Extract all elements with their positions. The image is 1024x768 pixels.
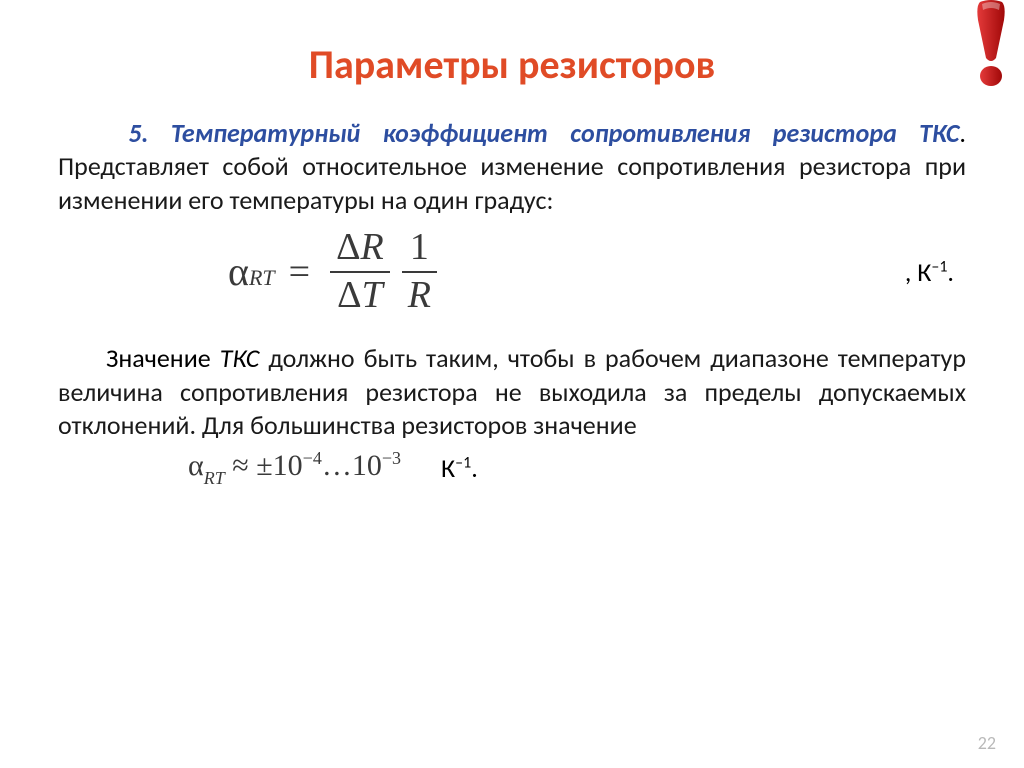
f1-sub: RT (249, 265, 275, 291)
term-sep: . (959, 117, 966, 149)
f1-frac2: 1 R (402, 227, 437, 317)
p2-tks: ТКС (220, 342, 260, 374)
f1-unit-dot: . (947, 256, 954, 288)
formula-1-row: α RT = ΔR ΔT 1 R , К–1. (58, 227, 966, 317)
f1-alpha: α (228, 248, 249, 295)
f1-frac1: ΔR ΔT (330, 227, 390, 317)
f1-1: 1 (404, 227, 435, 269)
f1-dt-delta: Δ (337, 274, 361, 316)
f1-dt-t: T (362, 274, 383, 316)
formula-1-unit: , К–1. (905, 256, 954, 288)
formula-2-row: αRT ≈ ±10−4…10−3 К–1. (58, 448, 966, 487)
f1-dr-delta: Δ (336, 226, 360, 268)
item-number: 5. (128, 117, 148, 149)
slide-title: Параметры резисторов (58, 40, 966, 89)
f2-sub: RT (204, 468, 225, 488)
f2-alpha: α (188, 449, 204, 482)
term: Температурный коэффициент сопротивления … (171, 117, 960, 149)
f1-unit-k: , К (905, 256, 931, 288)
paragraph-1-rest: Представляет собой относительное изменен… (58, 150, 966, 215)
p2-pre: Значение (106, 342, 220, 374)
f2-unit-k: К (441, 452, 455, 484)
f2-e2: −3 (382, 448, 401, 468)
formula-1: α RT = ΔR ΔT 1 R (228, 227, 443, 317)
f1-r: R (402, 275, 437, 317)
formula-2-unit: К–1. (441, 452, 478, 484)
f2-dots: …10 (322, 449, 382, 482)
f2-unit-dot: . (471, 452, 478, 484)
f2-unit-sup: –1 (455, 453, 471, 472)
paragraph-1: 5. Температурный коэффициент сопротивлен… (58, 117, 966, 217)
page-number: 22 (978, 732, 996, 754)
f1-eq: = (289, 250, 310, 294)
exclamation-icon (966, 0, 1016, 90)
f2-approx: ≈ ±10 (225, 449, 303, 482)
f1-dr-r: R (361, 226, 384, 268)
paragraph-2: Значение ТКС должно быть таким, чтобы в … (58, 342, 966, 442)
f1-unit-sup: –1 (931, 257, 947, 276)
f2-e1: −4 (303, 448, 322, 468)
formula-2: αRT ≈ ±10−4…10−3 (188, 448, 401, 487)
